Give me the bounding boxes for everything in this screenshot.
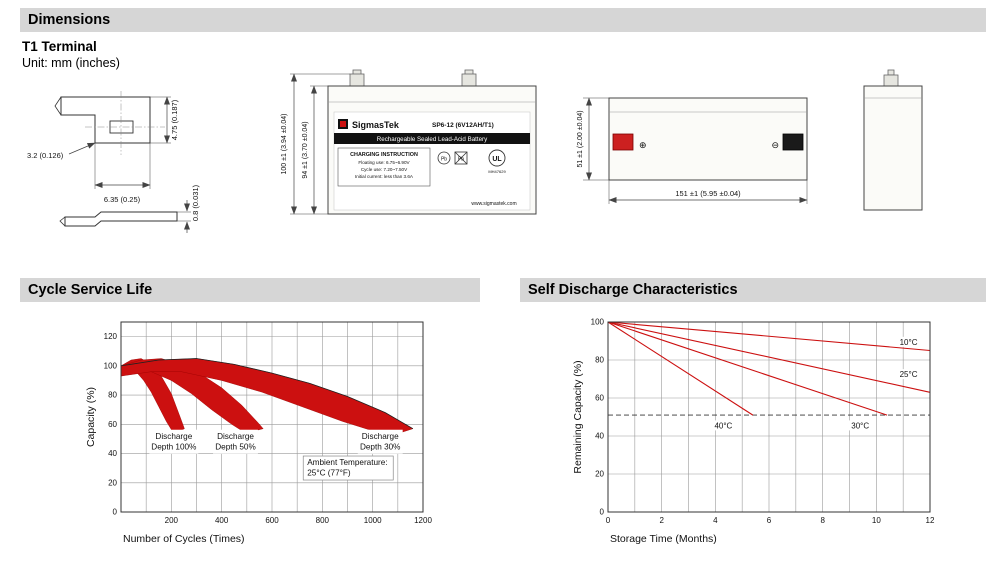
cycle-title: Cycle Service Life (28, 282, 153, 298)
unit-note: Unit: mm (inches) (22, 56, 120, 70)
terminal-type-label: T1 Terminal (22, 39, 97, 54)
dim-length-label: 151 ±1 (5.95 ±0.04) (675, 189, 741, 198)
svg-text:400: 400 (215, 516, 229, 525)
pb-icon (437, 151, 451, 165)
charging-line-1: Floating use: 6.75~6.90V (358, 160, 410, 165)
self-discharge-section-header: Self Discharge Characteristics (520, 278, 986, 302)
positive-terminal (612, 133, 634, 151)
svg-text:100: 100 (591, 318, 605, 327)
self-discharge-chart: 0 2 4 6 8 10 12 0 20 40 60 80 100 10°C 25°C 30°C 40°C Rem… (572, 318, 935, 546)
svg-text:0: 0 (606, 516, 611, 525)
dim-blade-length-label: 6.35 (0.25) (104, 195, 141, 204)
charging-instruction-box (337, 147, 431, 187)
svg-text:6: 6 (767, 516, 772, 525)
svg-text:100: 100 (104, 361, 118, 370)
brand-text: SigmasTek (352, 120, 400, 130)
svg-text:30°C: 30°C (851, 421, 869, 430)
svg-text:20: 20 (595, 470, 604, 479)
svg-text:12: 12 (926, 516, 935, 525)
terminal-left (349, 73, 365, 87)
dim-width-label: 51 ±1 (2.00 ±0.04) (577, 110, 584, 167)
svg-text:2: 2 (659, 516, 664, 525)
svg-text:80: 80 (595, 356, 604, 365)
svg-text:25°C (77°F): 25°C (77°F) (307, 469, 351, 478)
model-text: SP6-12 (6V12AH/T1) (432, 122, 494, 129)
svg-text:10°C: 10°C (900, 338, 918, 347)
cycle-section-header: Cycle Service Life (20, 278, 480, 302)
positive-symbol: ⊕ (639, 140, 647, 150)
ul-label: UL (492, 156, 502, 163)
svg-text:Number of Cycles (Times): Number of Cycles (Times) (123, 533, 245, 545)
svg-text:Discharge: Discharge (155, 432, 192, 441)
terminal-profile-shape (60, 96, 151, 144)
break-line-2 (59, 216, 66, 227)
dim-blade-width-label: 3.2 (0.126) (27, 151, 64, 160)
svg-text:1000: 1000 (364, 516, 382, 525)
svg-text:Capacity (%): Capacity (%) (85, 387, 97, 447)
svg-text:Depth 50%: Depth 50% (215, 442, 256, 451)
charging-line-3: Initial current: less than 3.6A (355, 174, 414, 179)
dimensions-section-header: Dimensions (20, 8, 986, 32)
svg-text:4: 4 (713, 516, 718, 525)
svg-text:60: 60 (595, 394, 604, 403)
svg-text:120: 120 (104, 332, 118, 341)
product-line-text: Rechargeable Sealed Lead-Acid Battery (377, 136, 488, 143)
terminal-detail-drawing: 4.75 (0.187) 3.2 (0.126) 6.35 (0.25) 0.8… (27, 91, 200, 233)
terminal-right (461, 73, 477, 87)
svg-text:0: 0 (600, 508, 605, 517)
end-terminal-nub (887, 69, 895, 76)
battery-side-drawing: ⊕ ⊖ 51 ±1 (2.00 ±0.04) 151 ±1 (5.95 ±0.0… (577, 97, 808, 204)
svg-text:Storage Time (Months): Storage Time (Months) (610, 533, 717, 545)
dimensions-title: Dimensions (28, 12, 111, 28)
banner (334, 133, 530, 144)
svg-text:Discharge: Discharge (217, 432, 254, 441)
end-terminal (883, 74, 899, 87)
svg-text:600: 600 (265, 516, 279, 525)
svg-text:Pb: Pb (441, 157, 447, 163)
website-text: www.sigmastek.com (471, 201, 516, 207)
svg-text:10: 10 (872, 516, 881, 525)
svg-text:40: 40 (595, 432, 604, 441)
ul-code: MH47629 (488, 169, 506, 174)
battery-case-end (863, 85, 923, 211)
dim-thickness-label: 0.8 (0.031) (191, 184, 200, 221)
charging-line-2: Cycle use: 7.20~7.50V (361, 167, 408, 172)
svg-text:1200: 1200 (414, 516, 432, 525)
svg-text:Depth 30%: Depth 30% (360, 442, 401, 451)
charging-title: CHARGING INSTRUCTION (350, 152, 418, 158)
dim-total-height-label: 100 ±1 (3.94 ±0.04) (281, 113, 288, 174)
terminal-blade-shape (64, 211, 178, 227)
svg-text:25°C: 25°C (900, 370, 918, 379)
svg-text:200: 200 (165, 516, 179, 525)
svg-text:Ambient Temperature:: Ambient Temperature: (307, 458, 387, 467)
svg-text:40: 40 (108, 449, 117, 458)
svg-text:8: 8 (820, 516, 825, 525)
negative-symbol: ⊖ (771, 140, 779, 150)
negative-terminal (782, 133, 804, 151)
battery-front-drawing: SigmasTek SP6-12 (6V12AH/T1) Rechargeabl… (281, 69, 537, 215)
svg-text:Remaining Capacity (%): Remaining Capacity (%) (572, 360, 584, 473)
svg-text:40°C: 40°C (714, 421, 732, 430)
svg-text:Depth 100%: Depth 100% (151, 442, 196, 451)
crossed-pb-icon (454, 151, 468, 165)
ul-icon (488, 149, 506, 167)
dim-height-label: 4.75 (0.187) (170, 99, 179, 140)
battery-end-drawing (863, 69, 923, 211)
svg-text:80: 80 (108, 391, 117, 400)
svg-text:800: 800 (316, 516, 330, 525)
self-discharge-title: Self Discharge Characteristics (528, 282, 738, 298)
svg-text:60: 60 (108, 420, 117, 429)
svg-text:20: 20 (108, 478, 117, 487)
battery-case-side (608, 97, 808, 181)
dim-case-height-label: 94 ±1 (3.70 ±0.04) (302, 121, 309, 178)
svg-text:Discharge: Discharge (362, 432, 399, 441)
break-line (54, 96, 62, 116)
svg-text:0: 0 (113, 508, 118, 517)
svg-text:Pb: Pb (458, 157, 464, 163)
cycle-service-life-chart: 200 400 600 800 1000 1200 0 20 40 60 80 100 120 Disch… (85, 321, 432, 545)
